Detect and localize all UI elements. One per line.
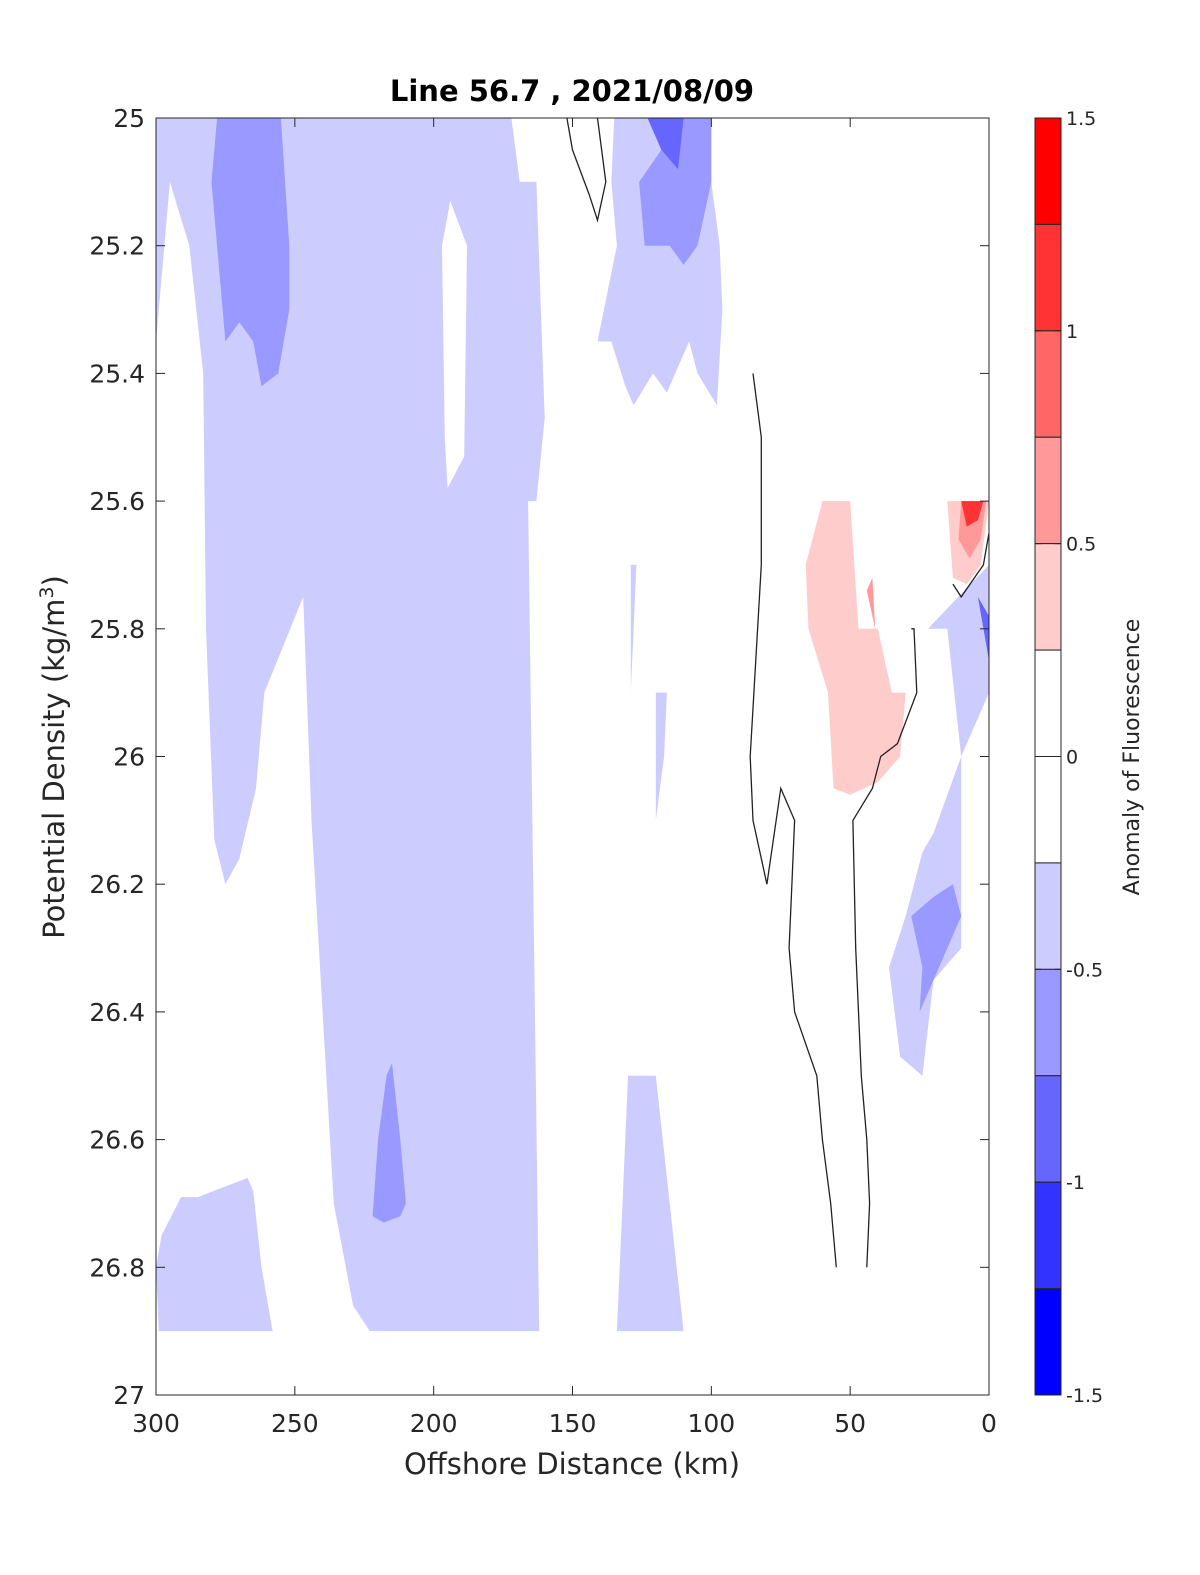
y-tick-label: 26.8 — [89, 1253, 145, 1282]
colorbar-tick-label: -1.5 — [1066, 1385, 1103, 1407]
colorbar-band-7 — [1034, 862, 1062, 970]
contour-region-4 — [156, 1177, 273, 1332]
colorbar-band-11 — [1034, 1288, 1062, 1396]
contour-region-5 — [616, 1075, 684, 1332]
x-tick-label: 300 — [132, 1409, 180, 1438]
colorbar-band-2 — [1034, 330, 1062, 438]
y-tick-label: 25.8 — [89, 615, 145, 644]
colorbar-tick-label: 1 — [1066, 321, 1078, 343]
contour-region-11 — [372, 1063, 406, 1223]
contour-region-9 — [927, 564, 989, 757]
colorbar-band-9 — [1034, 1075, 1062, 1183]
x-axis-label: Offshore Distance (km) — [404, 1447, 740, 1481]
contour-region-19 — [866, 577, 878, 642]
colorbar-tick-label: 0.5 — [1066, 534, 1096, 556]
colorbar-tick-label: 0 — [1066, 747, 1078, 769]
y-tick-label: 26.6 — [89, 1126, 145, 1155]
contour-region-20 — [961, 501, 984, 527]
y-axis-ticks: 25 25.2 25.4 25.6 25.8 26 26.2 26.4 26.6 26.8 27 — [89, 104, 989, 1410]
colorbar-band-4 — [1034, 543, 1062, 651]
contour-region-13 — [911, 884, 962, 1012]
y-tick-label: 26.2 — [89, 870, 145, 899]
x-axis-ticks: 300 250 200 150 100 50 0 — [132, 118, 997, 1438]
x-tick-label: 250 — [271, 1409, 319, 1438]
contour-region-10 — [211, 118, 290, 387]
y-tick-label: 25 — [113, 104, 145, 133]
contour-region-6 — [630, 564, 637, 693]
y-tick-label: 25.4 — [89, 359, 145, 388]
colorbar-band-6 — [1034, 756, 1062, 864]
contour-region-7 — [655, 692, 667, 821]
chart-title: Line 56.7 , 2021/08/09 — [390, 74, 754, 108]
y-tick-label: 27 — [113, 1381, 145, 1410]
x-tick-label: 50 — [834, 1409, 866, 1438]
contour-region-16 — [805, 501, 906, 795]
contour-regions — [156, 118, 989, 1332]
colorbar-band-8 — [1034, 968, 1062, 1077]
contour-line-0 — [566, 118, 607, 223]
contour-line-2 — [852, 628, 918, 1268]
contour-region-1 — [442, 201, 467, 489]
y-axis-label: Potential Density (kg/m3) — [36, 575, 71, 939]
y-axis-label-superscript: 3 — [36, 586, 58, 598]
colorbar-tick-label: 1.5 — [1066, 108, 1096, 130]
y-tick-label: 26.4 — [89, 998, 145, 1027]
colorbar-tick-label: -1 — [1066, 1172, 1085, 1194]
contour-line-3 — [952, 532, 989, 599]
contour-region-3 — [317, 118, 354, 310]
x-tick-label: 150 — [549, 1409, 597, 1438]
colorbar-band-10 — [1034, 1181, 1062, 1290]
colorbar-band-0 — [1034, 117, 1062, 225]
colorbar-band-3 — [1034, 436, 1062, 545]
contour-lines — [566, 118, 989, 1268]
y-axis-label-main: Potential Density (kg/m — [37, 599, 71, 939]
colorbar-tick-label: -0.5 — [1066, 959, 1103, 981]
y-tick-label: 26 — [113, 743, 145, 772]
contour-line-1 — [749, 373, 837, 1268]
contour-region-14 — [647, 118, 684, 170]
colorbar-band-1 — [1034, 223, 1062, 332]
y-tick-label: 25.2 — [89, 232, 145, 261]
contour-region-15 — [977, 596, 989, 661]
contour-region-12 — [639, 118, 712, 265]
x-tick-label: 100 — [687, 1409, 735, 1438]
y-axis-label-end: ) — [37, 575, 71, 586]
x-tick-label: 0 — [981, 1409, 997, 1438]
colorbar-label: Anomaly of Fluorescence — [1120, 619, 1145, 896]
colorbar-band-5 — [1034, 649, 1062, 757]
y-tick-label: 25.6 — [89, 487, 145, 516]
colorbar: 1.5 1 0.5 0 -0.5 -1 -1.5 — [1034, 108, 1103, 1407]
x-tick-label: 200 — [410, 1409, 458, 1438]
